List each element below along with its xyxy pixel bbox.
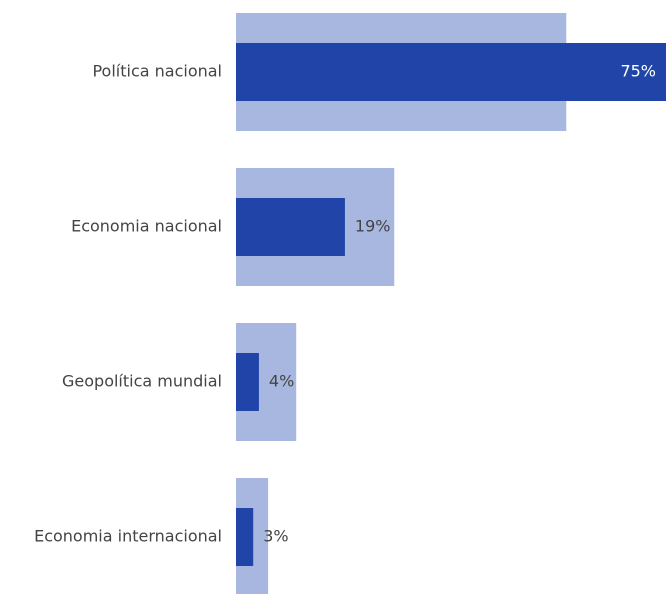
category-label: Economia internacional [34,527,222,546]
bar [236,508,254,566]
value-label: 19% [355,217,391,236]
bar [236,43,666,101]
value-label: 75% [620,62,656,81]
value-label: 3% [263,527,288,546]
category-label: Política nacional [92,62,222,81]
category-label: Economia nacional [71,217,222,236]
bar [236,198,345,256]
bar [236,353,259,411]
value-label: 4% [269,372,294,391]
category-label: Geopolítica mundial [62,372,222,391]
